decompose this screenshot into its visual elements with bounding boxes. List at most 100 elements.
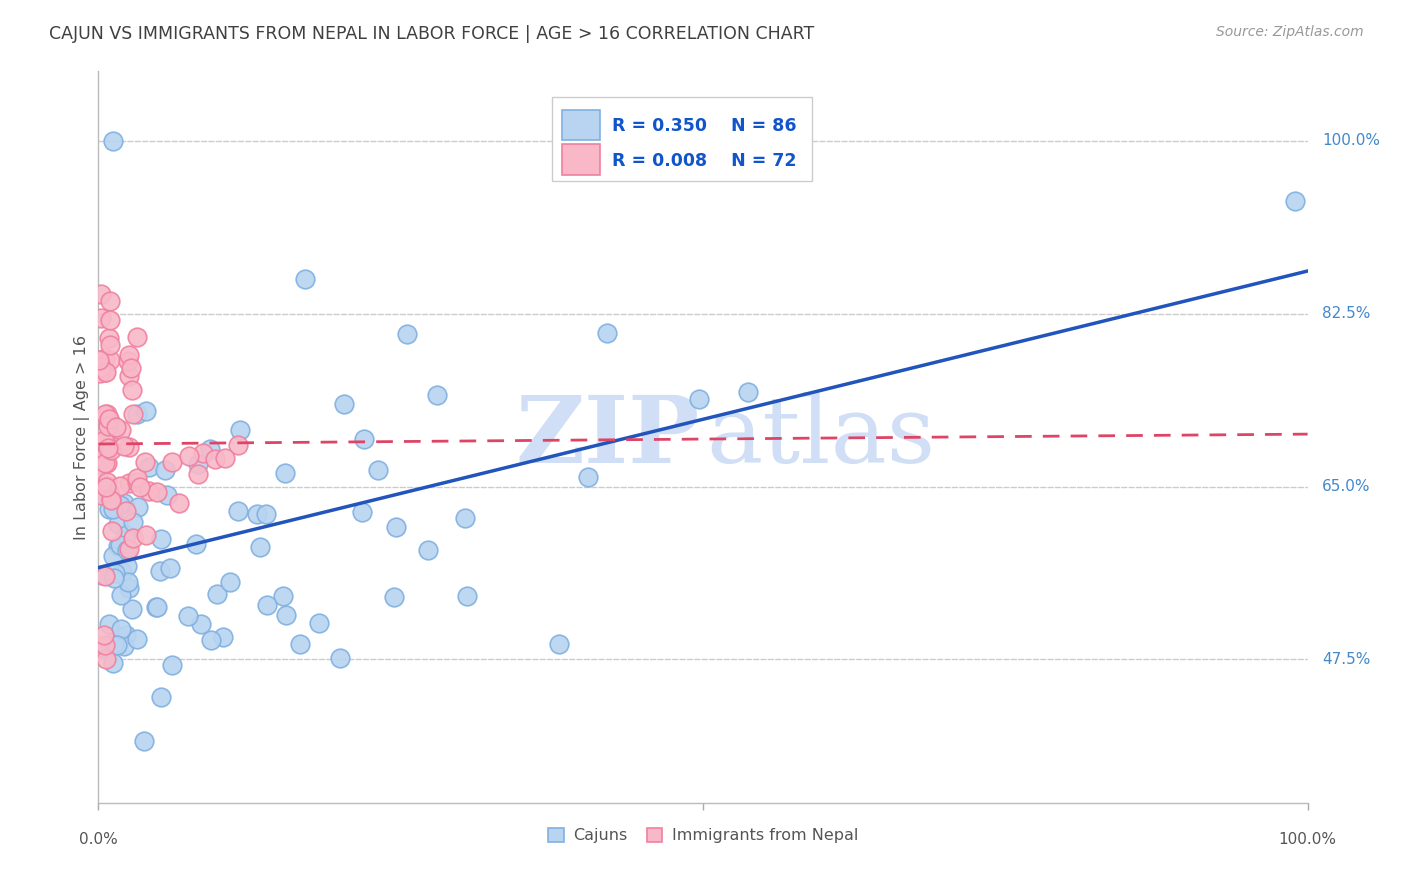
Point <box>111 566 134 580</box>
Point <box>100 491 122 506</box>
Point <box>112 440 135 454</box>
Point <box>98 425 121 440</box>
Point <box>576 470 599 484</box>
Point <box>191 446 214 460</box>
Text: 100.0%: 100.0% <box>1278 832 1337 847</box>
Point <box>108 498 131 512</box>
Text: Source: ZipAtlas.com: Source: ZipAtlas.com <box>1216 25 1364 39</box>
Text: 100.0%: 100.0% <box>1322 133 1381 148</box>
Text: ZIP: ZIP <box>515 392 699 482</box>
Point <box>132 734 155 748</box>
Point <box>121 515 143 529</box>
Point <box>98 293 121 308</box>
FancyBboxPatch shape <box>561 144 600 175</box>
Text: R = 0.008    N = 72: R = 0.008 N = 72 <box>613 152 797 169</box>
Point <box>110 588 132 602</box>
Point <box>110 622 132 636</box>
Point <box>94 480 117 494</box>
Point <box>94 351 117 365</box>
Point <box>160 455 183 469</box>
Point <box>274 466 297 480</box>
Point <box>127 500 149 515</box>
Point <box>108 479 131 493</box>
Point <box>219 574 242 589</box>
Point <box>112 496 135 510</box>
Point <box>382 591 405 605</box>
Point <box>204 452 226 467</box>
Point <box>167 496 190 510</box>
Point <box>93 407 115 421</box>
Point <box>93 434 115 448</box>
Point <box>98 338 121 352</box>
Point <box>97 501 120 516</box>
Point <box>103 656 125 670</box>
Point <box>127 632 149 646</box>
Point <box>149 564 172 578</box>
Point <box>96 479 118 493</box>
Point <box>97 412 120 426</box>
Point <box>596 326 619 340</box>
Point <box>118 476 141 491</box>
Point <box>146 484 169 499</box>
Point <box>108 538 131 552</box>
Point <box>416 543 439 558</box>
Point <box>332 397 354 411</box>
Point <box>105 420 128 434</box>
FancyBboxPatch shape <box>561 110 600 140</box>
Point <box>256 599 278 613</box>
Point <box>294 272 316 286</box>
Y-axis label: In Labor Force | Age > 16: In Labor Force | Age > 16 <box>75 334 90 540</box>
Point <box>1284 194 1306 208</box>
Point <box>226 504 249 518</box>
Point <box>105 638 128 652</box>
Point <box>249 540 271 554</box>
Point <box>107 539 129 553</box>
Text: 65.0%: 65.0% <box>1322 479 1371 494</box>
Text: R = 0.350    N = 86: R = 0.350 N = 86 <box>613 117 797 136</box>
Point <box>93 638 115 652</box>
Point <box>254 508 277 522</box>
Point <box>115 543 138 558</box>
Point <box>149 532 172 546</box>
Point <box>153 463 176 477</box>
Point <box>93 450 115 465</box>
Point <box>138 484 160 499</box>
Point <box>112 639 135 653</box>
Point <box>122 407 145 421</box>
Point <box>187 457 209 471</box>
Point <box>128 480 150 494</box>
Point <box>90 567 112 582</box>
Text: 0.0%: 0.0% <box>79 832 118 847</box>
Point <box>329 650 352 665</box>
Point <box>135 404 157 418</box>
Point <box>98 313 121 327</box>
Point <box>138 460 160 475</box>
Point <box>96 475 118 490</box>
Point <box>101 549 124 563</box>
Point <box>246 507 269 521</box>
Point <box>93 456 115 470</box>
Point <box>122 531 145 545</box>
Point <box>115 559 138 574</box>
Text: 82.5%: 82.5% <box>1322 306 1371 321</box>
Point <box>146 599 169 614</box>
Point <box>114 528 136 542</box>
Point <box>118 347 141 361</box>
Point <box>98 487 121 501</box>
Point <box>145 600 167 615</box>
Point <box>90 475 112 490</box>
Point <box>90 286 112 301</box>
Text: 47.5%: 47.5% <box>1322 652 1371 667</box>
Point <box>93 640 115 655</box>
Point <box>96 491 118 505</box>
Point <box>93 628 115 642</box>
Point <box>98 617 121 632</box>
Point <box>118 581 141 595</box>
Point <box>117 574 139 589</box>
Point <box>121 361 143 376</box>
Point <box>121 384 143 398</box>
Point <box>186 537 208 551</box>
Point <box>426 388 449 402</box>
Point <box>96 365 118 379</box>
Point <box>548 636 571 650</box>
